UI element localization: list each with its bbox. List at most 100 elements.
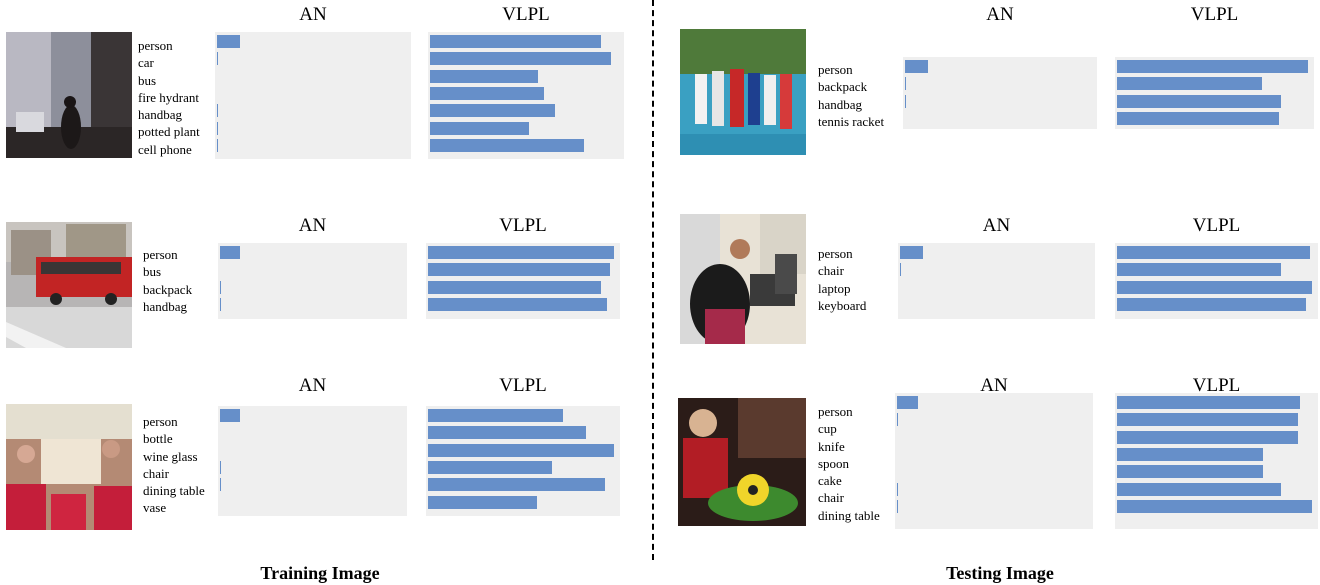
category-labels: person backpack handbag tennis racket: [818, 61, 884, 130]
category-label: bus: [138, 72, 157, 88]
bar-cup: [897, 413, 898, 427]
category-label: cake: [818, 473, 842, 489]
category-label: person: [818, 404, 853, 419]
category-labels: person bus backpack handbag: [143, 246, 192, 315]
bar-person: [897, 396, 918, 409]
category-label: person: [143, 247, 178, 262]
bar-person: [1117, 396, 1300, 409]
category-label: dining table: [143, 483, 205, 499]
category-label: car: [138, 55, 154, 71]
bar-cup: [1117, 413, 1298, 427]
bar-potted-plant: [217, 121, 218, 135]
training-photo-street: [6, 32, 132, 158]
bar-chair: [1117, 482, 1281, 496]
an-chart-area: [218, 406, 407, 516]
an-chart-area: [218, 243, 407, 319]
category-label: backpack: [143, 281, 193, 297]
bar-person: [905, 60, 928, 73]
bar-person: [428, 409, 563, 422]
bar-chair: [428, 460, 552, 474]
an-chart-title: AN: [299, 4, 327, 25]
bar-dining-table: [220, 478, 221, 492]
category-label: chair: [143, 465, 169, 481]
training-photo-dinner: [6, 404, 132, 530]
category-label: person: [138, 38, 173, 53]
bar-chair: [220, 460, 221, 474]
bar-handbag: [905, 94, 906, 108]
bar-bottle: [428, 426, 586, 440]
testing-photo-laptop: [680, 214, 806, 344]
vlpl-chart-title: VLPL: [1192, 215, 1241, 236]
category-label: chair: [818, 263, 844, 279]
bar-person: [217, 35, 240, 48]
category-label: handbag: [138, 107, 183, 123]
category-label: cell phone: [138, 141, 192, 157]
bar-keyboard: [1117, 297, 1306, 311]
vlpl-chart-title: VLPL: [499, 375, 547, 396]
section-title-testing: Testing Image: [946, 563, 1054, 583]
bar-person: [1117, 60, 1308, 73]
category-label: handbag: [818, 96, 863, 112]
vlpl-chart-title: VLPL: [502, 4, 550, 25]
bar-chair: [1117, 263, 1281, 277]
bar-tennis-racket: [1117, 111, 1279, 125]
category-label: handbag: [143, 298, 188, 314]
testing-photo-tennis: [680, 29, 806, 155]
category-label: fire hydrant: [138, 89, 200, 105]
category-label: person: [818, 246, 853, 261]
bar-person: [900, 246, 923, 259]
bar-fire-hydrant: [430, 86, 544, 100]
vlpl-chart-title: VLPL: [499, 215, 547, 236]
bar-backpack: [1117, 77, 1262, 91]
an-chart-area: [215, 32, 411, 159]
bar-chair: [897, 482, 898, 496]
bar-backpack: [220, 280, 221, 294]
an-chart-title: AN: [298, 375, 327, 396]
section-title-training: Training Image: [260, 563, 380, 583]
bar-handbag: [220, 297, 221, 311]
bar-laptop: [1117, 280, 1312, 294]
category-label: bottle: [143, 431, 173, 447]
bar-bus: [428, 263, 610, 277]
bar-backpack: [428, 280, 601, 294]
an-chart-title: AN: [298, 215, 327, 236]
an-chart-area: [903, 57, 1097, 129]
category-label: wine glass: [143, 448, 198, 464]
section-divider: [652, 0, 654, 560]
bar-handbag: [1117, 94, 1281, 108]
an-chart-area: [895, 393, 1093, 529]
category-label: keyboard: [818, 297, 867, 313]
training-photo-bus: [6, 222, 132, 348]
category-label: chair: [818, 490, 844, 506]
bar-cell-phone: [217, 138, 218, 152]
category-label: laptop: [818, 280, 851, 296]
an-chart-area: [898, 243, 1095, 319]
vlpl-chart-title: VLPL: [1190, 4, 1239, 25]
bar-wine-glass: [428, 443, 614, 457]
bar-car: [217, 52, 218, 66]
bar-vase: [428, 495, 537, 509]
category-label: spoon: [818, 455, 850, 471]
category-label: bus: [143, 264, 162, 280]
category-label: knife: [818, 438, 845, 454]
bar-person: [220, 409, 240, 422]
bar-dining-table: [1117, 499, 1312, 513]
bar-dining-table: [897, 499, 898, 513]
bar-handbag: [217, 104, 218, 118]
bar-person: [430, 35, 601, 48]
bar-dining-table: [428, 478, 605, 492]
bar-car: [430, 52, 611, 66]
an-chart-title: AN: [980, 375, 1008, 396]
category-labels: person bottle wine glass chair dining table v…: [143, 413, 205, 517]
bar-handbag: [428, 297, 607, 311]
category-label: vase: [143, 500, 167, 516]
bar-cake: [1117, 465, 1263, 479]
bar-person: [428, 246, 614, 259]
bar-chair: [900, 263, 901, 277]
an-chart-title: AN: [986, 4, 1014, 25]
category-labels: person cup knife spoon cake chair dining table: [818, 403, 880, 524]
bar-bus: [430, 69, 538, 83]
bar-potted-plant: [430, 121, 529, 135]
testing-photo-cake: [678, 398, 806, 526]
bar-spoon: [1117, 447, 1263, 461]
